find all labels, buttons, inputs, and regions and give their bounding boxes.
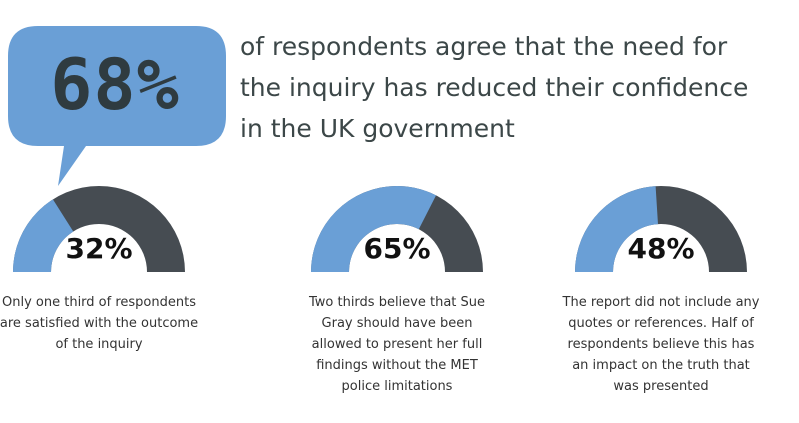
headline-stat: 68% — [50, 44, 180, 126]
gauge-2: 65% Two thirds believe that Sue Gray sho… — [306, 186, 488, 394]
gauge-1-fill — [13, 199, 74, 272]
gauge-3-chart — [575, 186, 747, 272]
gauge-3-value-label: 48% — [627, 232, 695, 265]
headline-text: of respondents agree that the need for t… — [240, 32, 749, 143]
speech-bubble — [8, 26, 226, 186]
gauge-2-caption: Two thirds believe that Sue Gray should … — [308, 295, 486, 394]
gauge-2-fill — [311, 186, 437, 272]
gauge-1-chart — [13, 186, 185, 272]
speech-bubble-shape — [8, 26, 226, 186]
gauge-3: 48% The report did not include any quote… — [563, 186, 759, 394]
gauge-1-caption: Only one third of respondents are satisf… — [0, 295, 199, 352]
gauge-2-chart — [311, 186, 483, 272]
gauge-1-value-label: 32% — [65, 232, 133, 265]
gauge-1: 32% Only one third of respondents are sa… — [0, 186, 198, 352]
gauge-2-value-label: 65% — [363, 232, 431, 265]
gauge-3-caption: The report did not include any quotes or… — [562, 295, 760, 394]
gauge-3-fill — [575, 186, 658, 272]
